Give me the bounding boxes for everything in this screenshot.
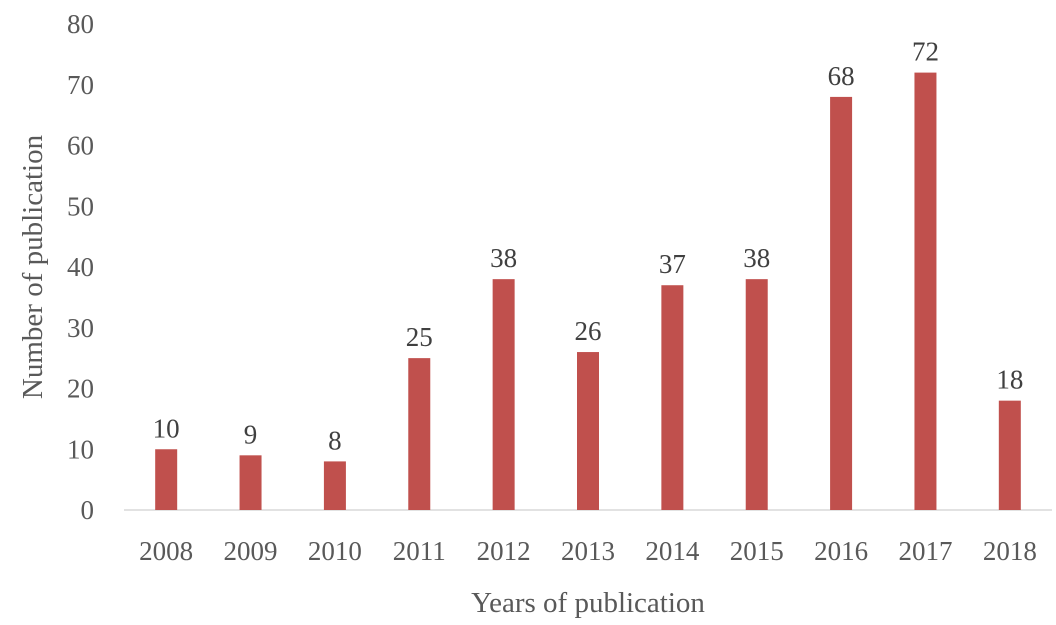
bar-2015 xyxy=(745,279,768,510)
y-tick-label-60: 60 xyxy=(67,131,94,161)
x-tick-label-2016: 2016 xyxy=(814,536,868,566)
bar-2017 xyxy=(914,72,937,510)
data-label-2016: 68 xyxy=(828,61,855,91)
y-axis-title: Number of publication xyxy=(17,134,49,399)
bar-2010 xyxy=(323,461,346,510)
x-axis-ticks: 2008 2009 2010 2011 2012 2013 2014 2015 2016 2017… xyxy=(139,536,1037,566)
y-tick-label-0: 0 xyxy=(81,495,95,525)
bar-2013 xyxy=(577,352,599,510)
y-axis-ticks: 0 10 20 30 40 50 60 70 80 xyxy=(67,9,94,525)
x-tick-label-2012: 2012 xyxy=(477,536,531,566)
bar-2018 xyxy=(998,400,1021,510)
x-tick-label-2018: 2018 xyxy=(983,536,1037,566)
data-label-2017: 72 xyxy=(912,37,939,67)
data-label-2012: 38 xyxy=(490,243,517,273)
data-label-2011: 25 xyxy=(406,322,433,352)
x-axis-title: Years of publication xyxy=(471,587,705,619)
y-tick-label-10: 10 xyxy=(67,434,94,464)
x-tick-label-2013: 2013 xyxy=(561,536,615,566)
data-label-2018: 18 xyxy=(996,365,1023,395)
y-tick-label-80: 80 xyxy=(67,9,94,39)
data-label-2010: 8 xyxy=(328,425,342,455)
data-label-2008: 10 xyxy=(153,413,180,443)
bar-2011 xyxy=(408,358,431,510)
bar-2009 xyxy=(239,455,262,510)
x-tick-label-2010: 2010 xyxy=(308,536,362,566)
x-tick-label-2008: 2008 xyxy=(139,536,193,566)
bar-2016 xyxy=(830,96,853,511)
x-tick-label-2014: 2014 xyxy=(645,536,700,566)
bar-2012 xyxy=(492,279,515,510)
x-tick-label-2017: 2017 xyxy=(898,536,952,566)
y-tick-label-70: 70 xyxy=(67,70,94,100)
data-label-2009: 9 xyxy=(244,419,258,449)
bar-2014 xyxy=(661,285,684,510)
bars-group xyxy=(155,72,1021,511)
data-label-2014: 37 xyxy=(659,249,686,279)
bar-2008 xyxy=(155,449,178,510)
data-label-2013: 26 xyxy=(575,316,602,346)
x-tick-label-2015: 2015 xyxy=(730,536,784,566)
y-tick-label-50: 50 xyxy=(67,191,94,221)
data-labels-group: 10 9 8 25 38 26 37 38 68 72 18 xyxy=(153,37,1024,456)
y-tick-label-40: 40 xyxy=(67,252,94,282)
y-tick-label-30: 30 xyxy=(67,313,94,343)
y-tick-label-20: 20 xyxy=(67,374,94,404)
data-label-2015: 38 xyxy=(743,243,770,273)
x-tick-label-2011: 2011 xyxy=(393,536,446,566)
x-tick-label-2009: 2009 xyxy=(224,536,278,566)
